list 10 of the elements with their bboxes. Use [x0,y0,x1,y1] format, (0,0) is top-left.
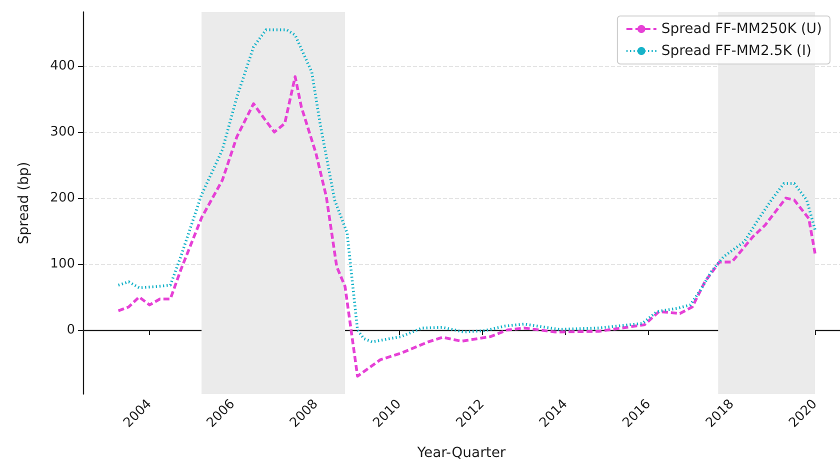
y-tick-label: 100 [50,256,75,272]
y-axis-title: Spread (bp) [16,162,32,244]
legend-label: Spread FF-MM250K (U) [661,21,822,37]
x-axis-title: Year-Quarter [416,445,506,461]
y-tick-label: 200 [50,190,75,206]
y-tick-label: 300 [50,124,75,140]
legend-label: Spread FF-MM2.5K (I) [661,43,812,59]
line-series [116,75,816,378]
y-tick-label: 400 [50,58,75,74]
y-tick-label: 0 [66,322,75,338]
